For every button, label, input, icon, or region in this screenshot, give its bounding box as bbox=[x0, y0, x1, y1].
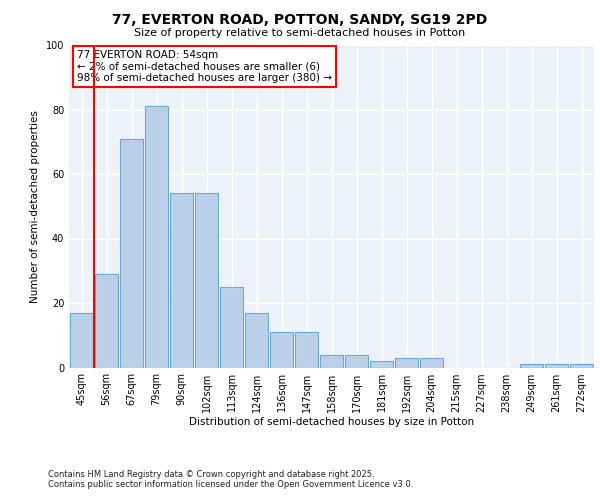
Bar bbox=[120, 138, 143, 368]
Bar bbox=[520, 364, 543, 368]
Bar bbox=[220, 287, 243, 368]
Bar bbox=[170, 194, 193, 368]
Bar bbox=[145, 106, 168, 368]
Bar bbox=[320, 354, 343, 368]
Text: 77 EVERTON ROAD: 54sqm
← 2% of semi-detached houses are smaller (6)
98% of semi-: 77 EVERTON ROAD: 54sqm ← 2% of semi-deta… bbox=[77, 50, 332, 83]
Bar bbox=[570, 364, 593, 368]
Bar bbox=[195, 194, 218, 368]
Bar bbox=[70, 312, 93, 368]
Bar bbox=[270, 332, 293, 368]
Bar bbox=[245, 312, 268, 368]
X-axis label: Distribution of semi-detached houses by size in Potton: Distribution of semi-detached houses by … bbox=[189, 418, 474, 428]
Bar bbox=[295, 332, 318, 368]
Bar bbox=[345, 354, 368, 368]
Bar bbox=[370, 361, 393, 368]
Y-axis label: Number of semi-detached properties: Number of semi-detached properties bbox=[30, 110, 40, 302]
Text: Size of property relative to semi-detached houses in Potton: Size of property relative to semi-detach… bbox=[134, 28, 466, 38]
Bar bbox=[420, 358, 443, 368]
Text: Contains HM Land Registry data © Crown copyright and database right 2025.
Contai: Contains HM Land Registry data © Crown c… bbox=[48, 470, 413, 489]
Bar bbox=[95, 274, 118, 368]
Bar bbox=[545, 364, 568, 368]
Bar bbox=[395, 358, 418, 368]
Text: 77, EVERTON ROAD, POTTON, SANDY, SG19 2PD: 77, EVERTON ROAD, POTTON, SANDY, SG19 2P… bbox=[112, 12, 488, 26]
